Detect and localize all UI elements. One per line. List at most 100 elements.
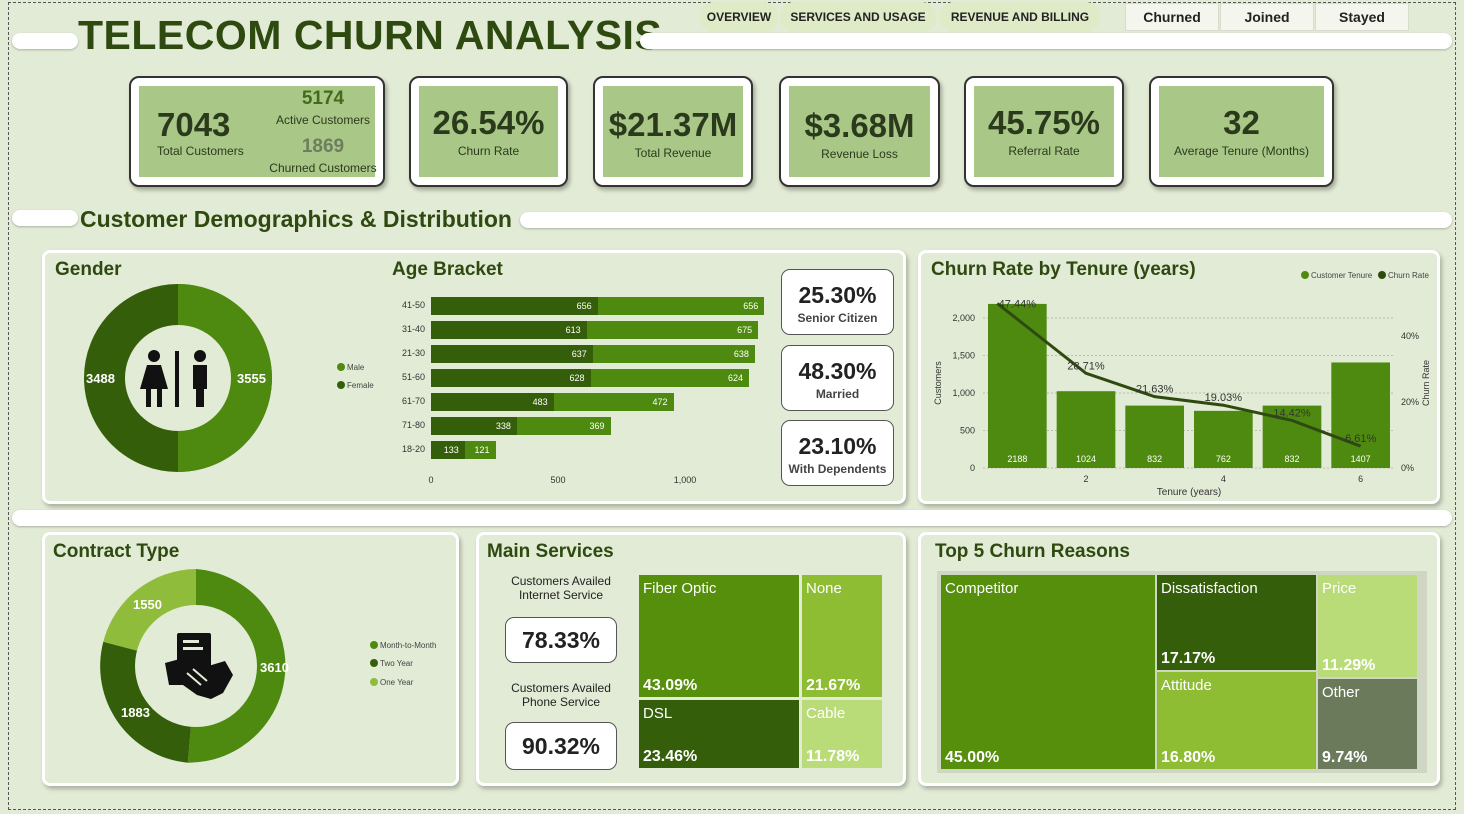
- tenure-bar-5[interactable]: [1331, 362, 1390, 468]
- treemap-cable[interactable]: Cable 11.78%: [802, 700, 882, 768]
- age-bar-segment-a-0[interactable]: 656: [431, 297, 598, 315]
- treemap-attitude[interactable]: Attitude 16.80%: [1157, 672, 1316, 769]
- internet-service-value: 78.33%: [521, 627, 600, 653]
- kpi-referral-rate-label: Referral Rate: [1008, 144, 1080, 158]
- kpi-total-customers-label: Total Customers: [157, 144, 244, 158]
- contract-one-year-arc: [103, 569, 196, 651]
- age-bar-segment-b-6[interactable]: 121: [464, 441, 496, 459]
- section-decor-left: [12, 210, 78, 226]
- tenure-combo-chart: 2,000 1,500 1,000 500 0 40% 20% 0% 2188 1024 832 76…: [933, 298, 1431, 498]
- kpi-churned-customers-value: 1869: [301, 136, 345, 157]
- legend-month-to-month: Month-to-Month: [370, 641, 436, 650]
- tenure-bar-1[interactable]: [1056, 391, 1116, 468]
- tenure-bar-label-2: 832: [1147, 454, 1162, 464]
- tab-revenue-billing[interactable]: REVENUE AND BILLING: [940, 2, 1100, 32]
- age-axis-tick-2: 1,000: [673, 475, 697, 485]
- kpi-referral-rate-value: 45.75%: [988, 104, 1100, 141]
- tenure-bar-label-1: 1024: [1076, 454, 1096, 464]
- married-label: Married: [815, 387, 860, 401]
- churn-reasons-treemap: Competitor 45.00% Dissatisfaction 17.17% P…: [937, 571, 1427, 773]
- age-bar-segment-b-5[interactable]: 369: [516, 417, 611, 435]
- age-label-4: 61-70: [401, 396, 425, 406]
- tenure-y-tick-3: 500: [960, 426, 975, 436]
- age-bar-segment-a-2[interactable]: 637: [431, 345, 593, 363]
- treemap-other[interactable]: Other 9.74%: [1318, 679, 1417, 769]
- tenure-y2-tick-1: 20%: [1401, 397, 1419, 407]
- treemap-price[interactable]: Price 11.29%: [1318, 575, 1417, 677]
- kpi-revenue-loss-label: Revenue Loss: [821, 147, 898, 161]
- tenure-bar-2[interactable]: [1125, 405, 1184, 468]
- treemap-fiber-optic[interactable]: Fiber Optic 43.09%: [639, 575, 799, 697]
- tenure-y2-axis-label: Churn Rate: [1421, 360, 1431, 406]
- filter-joined-button[interactable]: Joined: [1220, 3, 1314, 31]
- tab-overview[interactable]: OVERVIEW: [700, 2, 778, 32]
- churn-reasons-title: Top 5 Churn Reasons: [935, 541, 1130, 562]
- services-panel: Main Services Customers Availed Internet…: [476, 532, 906, 786]
- tenure-bar-label-4: 832: [1284, 454, 1299, 464]
- phone-service-value: 90.32%: [521, 733, 600, 759]
- contract-two-year-arc: [100, 641, 191, 763]
- phone-service-card: 90.32%: [505, 722, 617, 770]
- age-bar-segment-b-2[interactable]: 638: [592, 345, 755, 363]
- services-title: Main Services: [487, 541, 614, 562]
- with-dependents-card: 23.10% With Dependents: [781, 420, 894, 486]
- legend-two-year: Two Year: [370, 659, 413, 668]
- churn-rate-label-5: 6.61%: [1345, 433, 1376, 445]
- tenure-y2-tick-0: 40%: [1401, 331, 1419, 341]
- age-label-6: 18-20: [401, 444, 425, 454]
- treemap-none[interactable]: None 21.67%: [802, 575, 882, 697]
- handshake-contract-icon: [165, 633, 233, 699]
- age-label-1: 31-40: [401, 324, 425, 334]
- age-axis-tick-0: 0: [428, 475, 434, 485]
- married-value: 48.30%: [798, 358, 877, 384]
- kpi-referral-rate-card: 45.75% Referral Rate: [964, 76, 1124, 187]
- tenure-bar-label-3: 762: [1216, 454, 1231, 464]
- kpi-total-revenue-value: $21.37M: [608, 106, 738, 143]
- kpi-churn-rate-value: 26.54%: [432, 104, 545, 141]
- tenure-x-tick-2: 6: [1358, 474, 1363, 484]
- age-bar-segment-b-1[interactable]: 675: [586, 321, 759, 339]
- tenure-x-axis-label: Tenure (years): [1157, 487, 1221, 498]
- churn-rate-label-2: 21.63%: [1136, 384, 1174, 396]
- legend-churn-rate: Churn Rate: [1378, 271, 1429, 280]
- tenure-x-tick-1: 4: [1221, 474, 1226, 484]
- treemap-dissatisfaction[interactable]: Dissatisfaction 17.17%: [1157, 575, 1316, 670]
- kpi-revenue-loss-card: $3.68M Revenue Loss: [779, 76, 940, 187]
- female-dot-icon: [337, 381, 345, 389]
- kpi-avg-tenure-label: Average Tenure (Months): [1174, 144, 1309, 158]
- kpi-total-revenue-card: $21.37M Total Revenue: [593, 76, 753, 187]
- treemap-dsl[interactable]: DSL 23.46%: [639, 700, 799, 768]
- filter-stayed-button[interactable]: Stayed: [1315, 3, 1409, 31]
- tenure-y-tick-1: 1,500: [952, 351, 975, 361]
- filter-churned-button[interactable]: Churned: [1125, 3, 1219, 31]
- age-bar-segment-a-1[interactable]: 613: [431, 321, 587, 339]
- month-dot-icon: [370, 641, 378, 649]
- age-bar-segment-b-0[interactable]: 656: [597, 297, 765, 315]
- age-bar-segment-a-3[interactable]: 628: [431, 369, 591, 387]
- tenure-bar-label-0: 2188: [1007, 454, 1027, 464]
- gender-donut-chart: 3488 3555: [84, 284, 272, 472]
- age-bar-segment-a-4[interactable]: 483: [431, 393, 554, 411]
- tab-services-usage[interactable]: SERVICES AND USAGE: [780, 2, 936, 32]
- legend-customer-tenure: Customer Tenure: [1301, 271, 1372, 280]
- row-divider: [12, 510, 1452, 526]
- tenure-bar-label-5: 1407: [1351, 454, 1371, 464]
- treemap-competitor[interactable]: Competitor 45.00%: [941, 575, 1155, 769]
- age-bar-segment-a-5[interactable]: 338: [431, 417, 517, 435]
- age-bar-segment-a-6[interactable]: 133: [431, 441, 465, 459]
- gender-female-value: 3488: [86, 371, 115, 386]
- gender-male-value: 3555: [237, 371, 266, 386]
- tenure-bar-3[interactable]: [1194, 410, 1253, 468]
- age-bar-segment-b-3[interactable]: 624: [590, 369, 749, 387]
- tenure-y2-tick-2: 0%: [1401, 463, 1414, 473]
- age-bar-segment-b-4[interactable]: 472: [553, 393, 674, 411]
- kpi-churned-customers-label: Churned Customers: [269, 161, 377, 175]
- kpi-active-customers-label: Active Customers: [275, 113, 371, 127]
- churn-rate-label-1: 28.71%: [1067, 360, 1105, 372]
- tenure-bar-0[interactable]: [988, 303, 1047, 468]
- contract-two-year-value: 1883: [121, 705, 150, 720]
- kpi-churn-rate-card: 26.54% Churn Rate: [409, 76, 568, 187]
- with-dependents-label: With Dependents: [788, 462, 887, 476]
- legend-one-year: One Year: [370, 678, 413, 687]
- age-label-3: 51-60: [401, 372, 425, 382]
